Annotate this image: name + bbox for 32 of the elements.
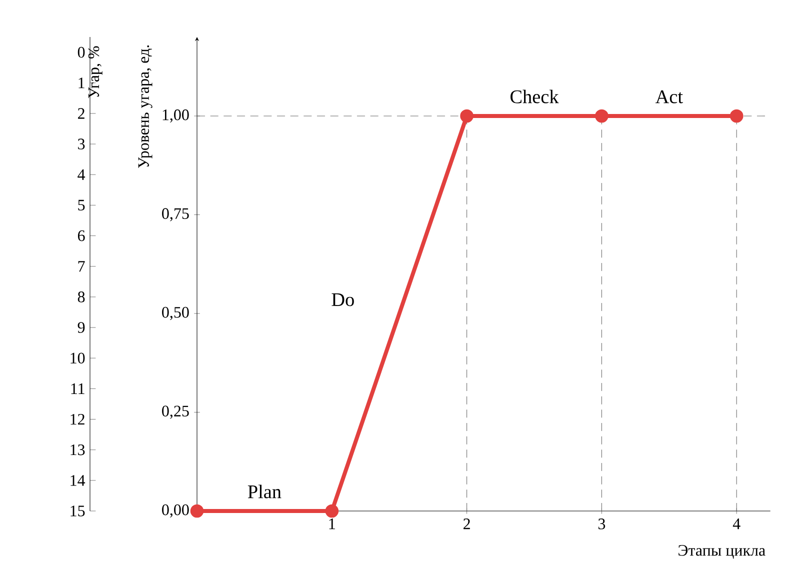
y-tick-label: 0,00 bbox=[162, 504, 189, 518]
y2-tick-label: 4 bbox=[78, 169, 86, 180]
y2-tick-label: 11 bbox=[71, 383, 84, 394]
y-axis-title: Уровень угара, ед. bbox=[138, 45, 152, 168]
y2-tick-label: 15 bbox=[70, 506, 85, 516]
y2-tick-label: 0 bbox=[78, 46, 85, 58]
y-tick-label: 0,25 bbox=[162, 406, 189, 419]
y2-tick-label: 14 bbox=[70, 475, 86, 486]
x-tick-label: 2 bbox=[464, 518, 470, 530]
y2-tick-label: 9 bbox=[78, 322, 85, 333]
y2-tick-label: 6 bbox=[78, 230, 85, 242]
annotation: Check bbox=[510, 90, 559, 104]
y2-tick-label: 8 bbox=[78, 292, 85, 302]
y-tick-label: 0,50 bbox=[162, 306, 189, 320]
x-tick-label: 4 bbox=[732, 518, 740, 530]
y2-tick-label: 5 bbox=[78, 200, 85, 210]
annotation: Act bbox=[655, 90, 683, 104]
annotation: Do bbox=[332, 293, 354, 306]
y2-tick-label: 7 bbox=[78, 261, 85, 272]
y2-axis-title: Угар, % bbox=[88, 46, 102, 98]
y2-tick-label: 10 bbox=[70, 352, 85, 364]
x-tick-label: 3 bbox=[598, 518, 606, 530]
y2-tick-label: 12 bbox=[70, 414, 84, 425]
y2-tick-label: 3 bbox=[78, 138, 85, 150]
y2-tick-label: 13 bbox=[70, 444, 85, 456]
annotation: Plan bbox=[248, 484, 282, 498]
y2-tick-label: 1 bbox=[78, 78, 84, 88]
y2-tick-label: 2 bbox=[78, 108, 84, 119]
y-tick-label: 1,00 bbox=[162, 109, 189, 123]
y-tick-label: 0,75 bbox=[162, 208, 189, 222]
x-axis-title: Этапы цикла bbox=[678, 545, 766, 559]
x-tick-label: 1 bbox=[329, 518, 335, 530]
